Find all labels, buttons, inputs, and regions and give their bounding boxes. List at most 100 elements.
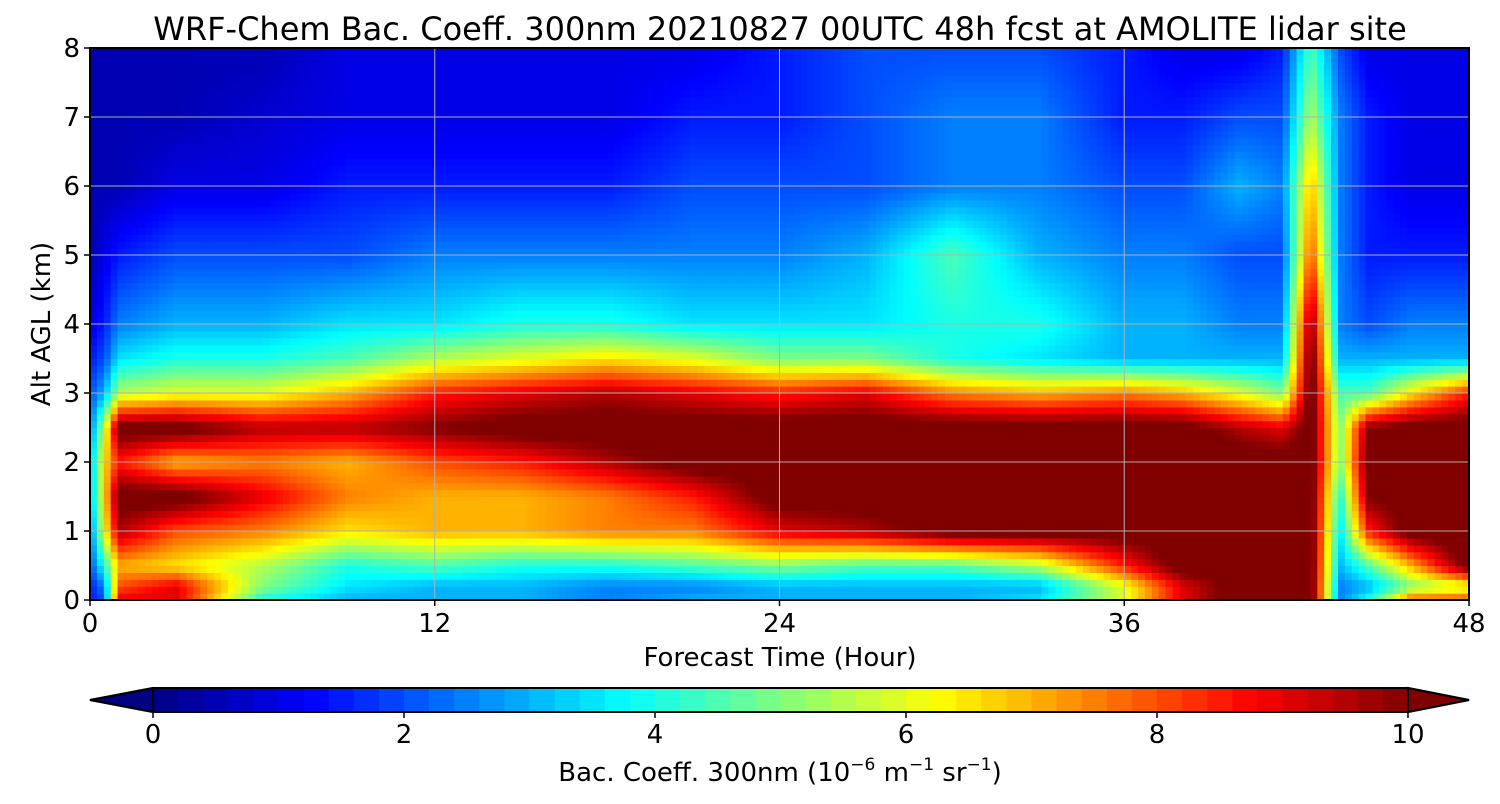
heatmap-cell [462, 517, 470, 525]
heatmap-cell [165, 324, 174, 332]
heatmap-cell [207, 282, 215, 291]
heatmap-cell [283, 510, 291, 518]
heatmap-cell [379, 482, 388, 491]
heatmap-cell [158, 68, 167, 77]
heatmap-cell [234, 482, 243, 491]
heatmap-cell [441, 117, 450, 125]
heatmap-cell [303, 358, 312, 366]
heatmap-cell [331, 544, 339, 553]
heatmap-cell [434, 158, 443, 166]
heatmap-cell [117, 151, 126, 159]
heatmap-cell [186, 365, 195, 373]
heatmap-cell [165, 503, 174, 511]
heatmap-cell [90, 151, 98, 159]
heatmap-cell [214, 234, 222, 242]
heatmap-cell [221, 89, 229, 97]
heatmap-cell [358, 524, 367, 532]
heatmap-cell [469, 386, 477, 394]
heatmap-cell [186, 344, 195, 353]
heatmap-cell [262, 82, 270, 90]
heatmap-cell [276, 275, 284, 284]
heatmap-cell [379, 372, 388, 380]
heatmap-cell [234, 220, 243, 228]
heatmap-cell [372, 544, 381, 553]
heatmap-cell [255, 89, 263, 97]
heatmap-cell [476, 137, 484, 146]
heatmap-cell [283, 310, 291, 318]
heatmap-cell [289, 68, 298, 77]
heatmap-cell [241, 255, 250, 263]
heatmap-cell [352, 54, 360, 63]
heatmap-cell [283, 248, 291, 256]
heatmap-cell [352, 241, 360, 249]
heatmap-cell [248, 496, 257, 504]
heatmap-cell [310, 406, 319, 415]
heatmap-cell [317, 517, 326, 525]
heatmap-cell [393, 372, 401, 380]
heatmap-cell [476, 317, 484, 325]
heatmap-cell [234, 144, 243, 153]
heatmap-cell [90, 489, 98, 498]
heatmap-cell [324, 524, 332, 532]
heatmap-cell [324, 303, 332, 311]
heatmap-cell [420, 330, 429, 339]
heatmap-cell [400, 89, 408, 97]
heatmap-cell [483, 448, 491, 456]
heatmap-cell [372, 524, 381, 532]
heatmap-cell [207, 551, 215, 560]
heatmap-cell [262, 48, 270, 56]
heatmap-cell [331, 524, 339, 532]
heatmap-cell [379, 89, 388, 97]
heatmap-cell [420, 158, 429, 166]
heatmap-cell [310, 344, 319, 353]
heatmap-cell [255, 586, 263, 594]
heatmap-cell [379, 448, 388, 456]
heatmap-cell [407, 324, 415, 332]
heatmap-cell [358, 399, 367, 408]
heatmap-cell [289, 61, 298, 70]
heatmap-cell [400, 330, 408, 339]
heatmap-cell [303, 48, 312, 56]
heatmap-cell [193, 537, 201, 546]
heatmap-cell [386, 372, 394, 380]
heatmap-cell [124, 158, 132, 166]
heatmap-cell [110, 579, 119, 587]
heatmap-cell [214, 186, 222, 194]
heatmap-cell [165, 303, 174, 311]
heatmap-cell [165, 475, 174, 484]
heatmap-cell [331, 303, 339, 311]
heatmap-cell [152, 82, 160, 90]
heatmap-cell [469, 268, 477, 277]
heatmap-cell [365, 365, 374, 373]
heatmap-cell [352, 441, 360, 449]
heatmap-cell [489, 475, 498, 484]
heatmap-cell [483, 213, 491, 222]
heatmap-cell [338, 158, 346, 166]
heatmap-cell [145, 220, 153, 228]
heatmap-cell [186, 551, 195, 560]
heatmap-cell [269, 68, 277, 77]
heatmap-cell [283, 61, 291, 70]
heatmap-cell [324, 103, 332, 111]
heatmap-cell [462, 213, 470, 222]
heatmap-cell [90, 144, 98, 153]
heatmap-cell [124, 337, 132, 346]
heatmap-cell [365, 130, 374, 139]
heatmap-cell [179, 130, 188, 139]
heatmap-cell [510, 489, 519, 498]
heatmap-cell [110, 399, 119, 408]
heatmap-cell [289, 330, 298, 339]
heatmap-cell [345, 317, 353, 325]
heatmap-cell [110, 489, 119, 498]
heatmap-cell [165, 282, 174, 291]
heatmap-cell [179, 565, 188, 573]
heatmap-cell [317, 255, 326, 263]
heatmap-cell [386, 241, 394, 249]
heatmap-cell [117, 144, 126, 153]
heatmap-cell [496, 462, 505, 470]
heatmap-cell [393, 123, 401, 132]
heatmap-cell [372, 165, 381, 173]
heatmap-cell [296, 551, 305, 560]
heatmap-cell [262, 365, 270, 373]
heatmap-cell [483, 537, 491, 546]
